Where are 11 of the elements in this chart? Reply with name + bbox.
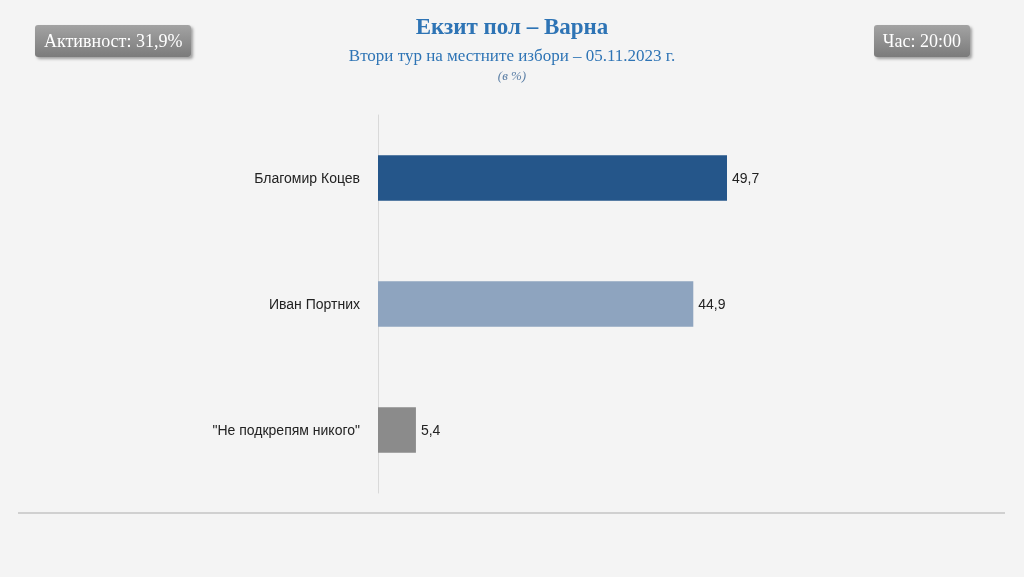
text: Час: 20:00 [873,25,970,57]
chart-subtitle: Втори тур на местните избори – 05.11.2023 г. [348,46,676,65]
y-tick-label: Иван Портних [268,296,360,312]
text: Активност: 31,9% [35,25,192,57]
y-tick-label: "Не подкрепям никого" [212,422,361,438]
data-label: 44,9 [698,296,726,312]
data-label: 49,7 [732,170,760,186]
chart-title: Екзит пол – Варна [415,14,609,39]
text: (в %) [496,68,528,84]
data-label: 5,4 [420,422,441,438]
y-tick-label: Благомир Коцев [254,170,360,186]
